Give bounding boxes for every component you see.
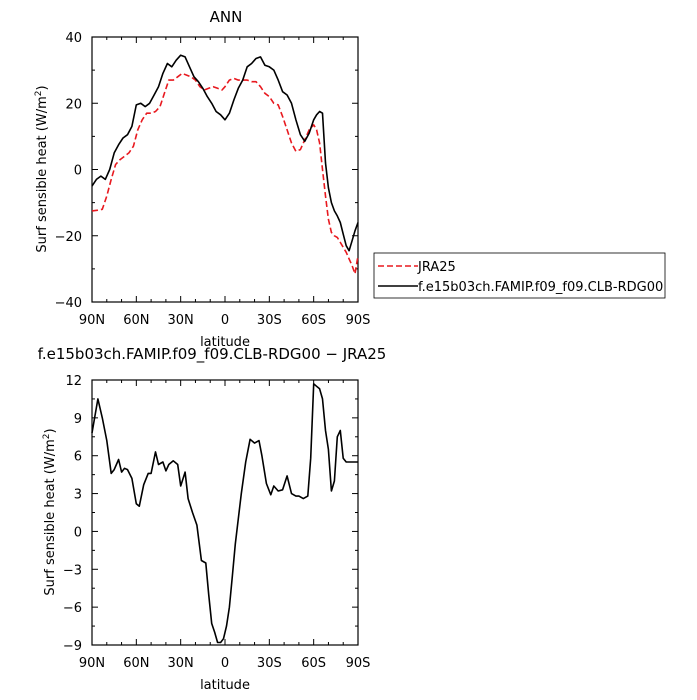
y-tick-label: −20 — [55, 230, 82, 245]
y-tick-label: 12 — [65, 374, 82, 389]
top-x-axis-label: latitude — [200, 335, 250, 350]
y-tick-label: 0 — [74, 164, 82, 179]
y-tick-label: 9 — [74, 412, 82, 427]
bottom-x-axis-label: latitude — [200, 678, 250, 693]
x-tick-label: 90S — [346, 656, 371, 671]
series-line-p1-0 — [91, 72, 359, 275]
y-tick-label: 20 — [65, 97, 82, 112]
x-tick-label: 60N — [123, 656, 149, 671]
y-tick-label: −6 — [63, 601, 82, 616]
x-tick-label: 60S — [301, 656, 326, 671]
y-tick-label: 40 — [65, 31, 82, 46]
series-line-p2-0 — [91, 382, 358, 644]
legend-box — [373, 252, 666, 299]
series-line-p1-1 — [91, 54, 359, 252]
x-tick-label: 90S — [346, 313, 371, 328]
top-panel-title: ANN — [210, 8, 243, 26]
x-tick-label: 0 — [221, 656, 229, 671]
x-tick-label: 30S — [257, 313, 282, 328]
top-y-axis-label: Surf sensible heat (W/m2) — [34, 85, 50, 252]
bottom-panel-title: f.e15b03ch.FAMIP.f09_f09.CLB-RDG00 − JRA… — [38, 345, 387, 364]
top-panel: ANN 90N 60N 30N 0 30S 60S 90S −40 −20 0 20 40 lati… — [34, 8, 666, 350]
y-tick-label: 6 — [74, 450, 82, 465]
bottom-plot-frame — [91, 379, 359, 646]
x-tick-label: 30S — [257, 656, 282, 671]
y-tick-label: −40 — [55, 296, 82, 311]
x-tick-label: 60N — [123, 313, 149, 328]
legend-label-model: f.e15b03ch.FAMIP.f09_f09.CLB-RDG00 — [418, 280, 663, 295]
x-tick-label: 30N — [168, 656, 194, 671]
legend: JRA25 f.e15b03ch.FAMIP.f09_f09.CLB-RDG00 — [373, 252, 666, 299]
x-tick-label: 30N — [168, 313, 194, 328]
top-plot-frame — [91, 36, 359, 303]
y-tick-label: 3 — [74, 488, 82, 503]
bottom-panel: f.e15b03ch.FAMIP.f09_f09.CLB-RDG00 − JRA… — [38, 345, 387, 693]
legend-label-jra25: JRA25 — [417, 260, 456, 275]
y-tick-label: −9 — [63, 639, 82, 654]
y-tick-label: −3 — [63, 563, 82, 578]
y-tick-label: 0 — [74, 525, 82, 540]
x-tick-label: 90N — [79, 656, 105, 671]
x-tick-label: 60S — [301, 313, 326, 328]
x-tick-label: 90N — [79, 313, 105, 328]
bottom-y-axis-label: Surf sensible heat (W/m2) — [42, 428, 58, 595]
x-tick-label: 0 — [221, 313, 229, 328]
